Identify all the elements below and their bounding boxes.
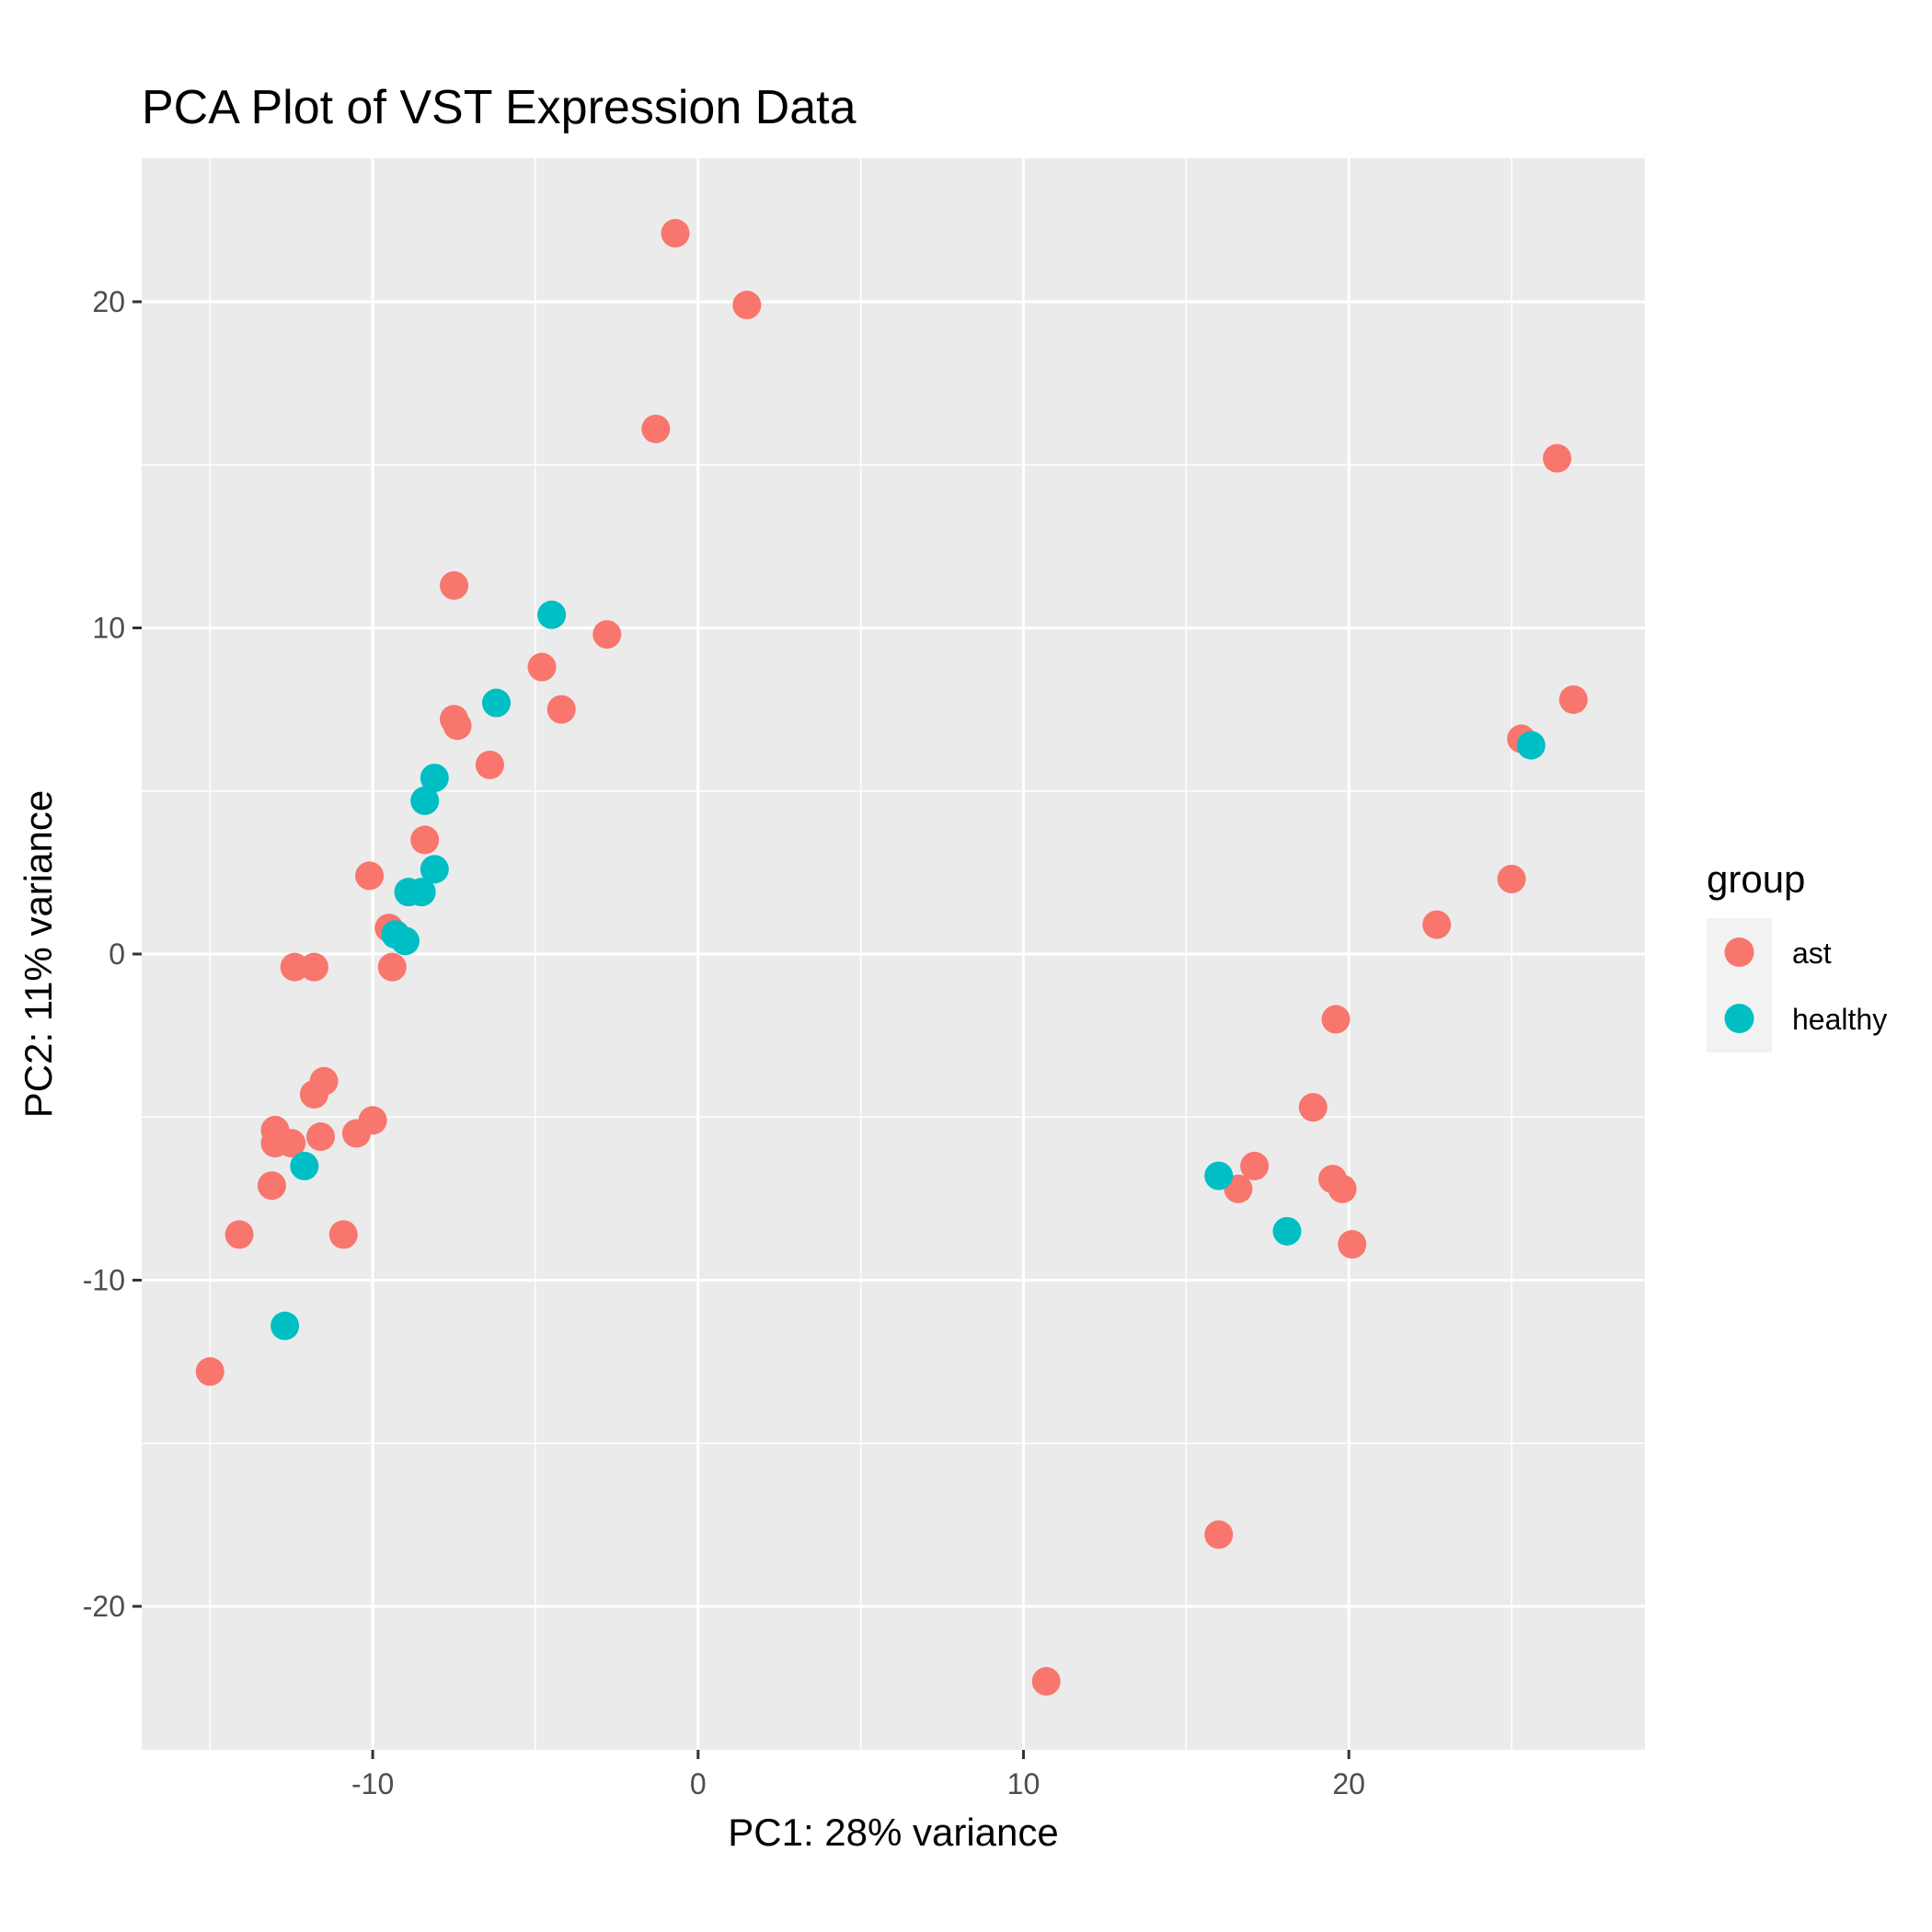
legend-label-healthy: healthy — [1792, 1003, 1887, 1036]
x-tick-label: 10 — [1007, 1767, 1041, 1800]
data-point-ast — [224, 1220, 254, 1249]
x-tick-label: -10 — [351, 1767, 394, 1800]
x-axis: -10 0 10 20 — [351, 1750, 1365, 1800]
legend-title: group — [1707, 857, 1805, 901]
legend: group ast healthy — [1707, 857, 1887, 1052]
data-point-ast — [1240, 1151, 1270, 1180]
data-point-ast — [195, 1357, 224, 1386]
data-point-ast — [546, 695, 576, 724]
data-point-ast — [355, 861, 385, 891]
data-point-healthy — [537, 600, 567, 629]
data-point-ast — [1298, 1093, 1328, 1122]
data-point-ast — [1543, 443, 1572, 473]
y-axis: -20 -10 0 10 20 — [83, 285, 142, 1623]
data-point-ast — [592, 620, 622, 650]
y-tick-label: 20 — [92, 285, 125, 318]
x-tick-label: 20 — [1332, 1767, 1365, 1800]
legend-key-healthy — [1724, 1004, 1754, 1033]
y-tick-label: 0 — [109, 937, 125, 971]
x-tick-label: 0 — [690, 1767, 707, 1800]
data-point-ast — [661, 219, 690, 248]
data-point-ast — [377, 952, 407, 982]
data-point-ast — [641, 414, 671, 443]
data-point-ast — [1321, 1005, 1351, 1034]
data-point-ast — [527, 652, 557, 682]
y-axis-title: PC2: 11% variance — [17, 790, 60, 1118]
data-point-ast — [299, 1079, 328, 1109]
data-point-healthy — [410, 786, 440, 815]
y-tick-label: -20 — [83, 1590, 125, 1623]
data-point-ast — [1204, 1520, 1234, 1549]
data-point-ast — [440, 570, 469, 600]
data-point-ast — [443, 711, 472, 741]
chart-title: PCA Plot of VST Expression Data — [142, 81, 857, 134]
data-point-healthy — [1516, 730, 1546, 760]
y-tick-label: -10 — [83, 1264, 125, 1297]
data-point-ast — [257, 1171, 286, 1201]
data-point-ast — [299, 952, 328, 982]
data-point-healthy — [482, 688, 512, 718]
data-point-healthy — [420, 764, 449, 793]
data-point-ast — [328, 1220, 358, 1249]
legend-key-ast — [1724, 937, 1754, 967]
data-point-ast — [1338, 1230, 1367, 1259]
legend-label-ast: ast — [1792, 937, 1832, 970]
data-point-ast — [1422, 910, 1452, 939]
y-tick-label: 10 — [92, 611, 125, 644]
data-point-ast — [306, 1122, 336, 1152]
data-point-ast — [260, 1129, 290, 1158]
data-point-healthy — [290, 1151, 319, 1180]
data-point-ast — [1558, 684, 1588, 714]
data-point-ast — [1031, 1667, 1061, 1696]
data-point-ast — [280, 952, 309, 982]
data-point-ast — [1497, 864, 1526, 893]
data-point-ast — [341, 1119, 371, 1148]
x-axis-title: PC1: 28% variance — [728, 1811, 1059, 1854]
data-point-healthy — [407, 878, 436, 907]
data-point-healthy — [420, 855, 449, 884]
data-point-healthy — [1272, 1216, 1302, 1246]
data-point-healthy — [270, 1311, 300, 1340]
data-point-healthy — [390, 926, 420, 956]
data-points — [195, 219, 1588, 1696]
data-point-ast — [410, 825, 440, 855]
data-point-ast — [475, 750, 504, 779]
data-point-ast — [1328, 1174, 1357, 1203]
data-point-ast — [732, 291, 762, 320]
data-point-healthy — [1204, 1161, 1234, 1190]
